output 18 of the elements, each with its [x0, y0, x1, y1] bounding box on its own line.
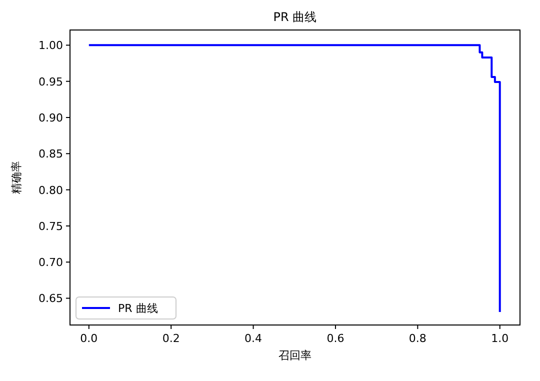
- x-tick-label: 0.0: [80, 332, 98, 345]
- y-tick-label: 0.75: [38, 220, 63, 233]
- y-tick-label: 0.85: [38, 148, 63, 161]
- y-tick-label: 0.95: [38, 75, 63, 88]
- y-tick-label: 0.65: [38, 292, 63, 306]
- x-axis-title: 召回率: [278, 349, 312, 362]
- x-tick-label: 0.4: [244, 332, 262, 345]
- x-tick-label: 0.2: [162, 332, 180, 345]
- y-axis-title: 精确率: [10, 161, 23, 194]
- legend-label: PR 曲线: [118, 302, 158, 315]
- y-tick-label: 0.90: [38, 111, 63, 124]
- y-tick-label: 0.70: [38, 256, 63, 270]
- x-tick-label: 0.6: [326, 332, 344, 345]
- y-tick-label: 1.00: [38, 39, 63, 52]
- x-tick-label: 1.0: [491, 332, 509, 345]
- chart-title: PR 曲线: [273, 10, 317, 24]
- x-tick-label: 0.8: [408, 332, 426, 345]
- y-tick-label: 0.80: [38, 184, 63, 197]
